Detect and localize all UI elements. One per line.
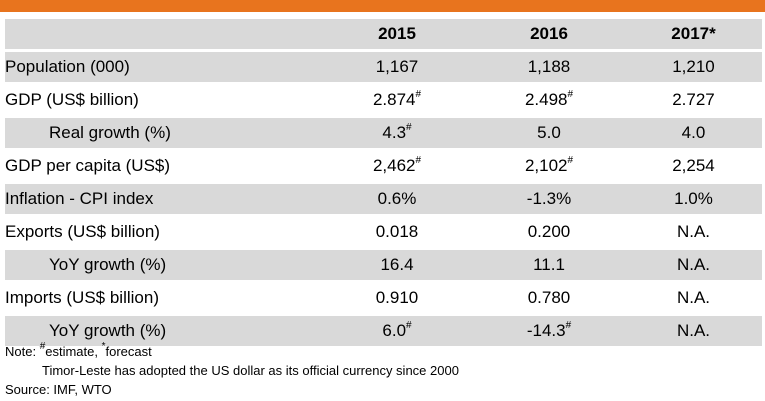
- cell-2016: 11.1: [473, 250, 625, 280]
- row-label: Population (000): [5, 52, 321, 82]
- cell-value: 0.018: [375, 222, 419, 241]
- cell-value: 0.200: [527, 222, 571, 241]
- row-label: GDP (US$ billion): [5, 90, 139, 109]
- cell-value: 2.727: [672, 90, 715, 109]
- cell-value: N.A.: [676, 255, 711, 274]
- cell-2016: 2.498#: [473, 85, 625, 115]
- cell-value: 1.0%: [674, 189, 713, 208]
- cell-footnote-mark: #: [415, 155, 422, 166]
- cell-value: 0.910: [375, 288, 419, 307]
- cell-value: 11.1: [533, 255, 565, 274]
- cell-value: 2,102: [524, 156, 568, 175]
- cell-2017: N.A.: [625, 283, 762, 313]
- cell-value: 2,254: [672, 156, 715, 175]
- table-row: GDP per capita (US$) 2,462# 2,102# 2,254: [5, 151, 762, 181]
- cell-value: 1,188: [527, 57, 571, 76]
- cell-2017: 2.727: [625, 85, 762, 115]
- cell-footnote-mark: #: [415, 89, 422, 100]
- cell-value: 2.874: [372, 90, 416, 109]
- forecast-mark: *: [101, 341, 106, 352]
- cell-value: -1.3%: [526, 189, 572, 208]
- cell-2017: N.A.: [625, 250, 762, 280]
- cell-value: 16.4: [380, 255, 414, 274]
- cell-2017: 1.0%: [625, 184, 762, 214]
- economic-indicators-table: 2015 2016 2017* Population (000) 1,167 1…: [5, 16, 762, 349]
- row-label: GDP per capita (US$): [5, 156, 171, 175]
- cell-2015: 2,462#: [321, 151, 473, 181]
- cell-value: -14.3: [526, 321, 566, 340]
- cell-2015: 16.4: [321, 250, 473, 280]
- cell-value: 0.780: [527, 288, 571, 307]
- row-label: Real growth (%): [5, 118, 321, 148]
- row-label: Inflation - CPI index: [5, 184, 321, 214]
- table-row: GDP (US$ billion) 2.874# 2.498# 2.727: [5, 85, 762, 115]
- cell-2016: 1,188: [473, 52, 625, 82]
- cell-2017: 2,254: [625, 151, 762, 181]
- cell-2017: N.A.: [625, 316, 762, 346]
- cell-value: 4.0: [681, 123, 706, 142]
- cell-footnote-mark: #: [565, 320, 572, 331]
- row-label: YoY growth (%): [5, 250, 321, 280]
- cell-value: 2.498: [524, 90, 568, 109]
- table-row: Imports (US$ billion) 0.910 0.780 N.A.: [5, 283, 762, 313]
- table-notes: Note: #estimate, *forecast Timor-Leste h…: [5, 342, 459, 399]
- table-row: YoY growth (%) 16.4 11.1 N.A.: [5, 250, 762, 280]
- source-line: Source: IMF, WTO: [5, 382, 112, 397]
- row-label: Imports (US$ billion): [5, 288, 159, 307]
- row-label: YoY growth (%): [5, 316, 321, 346]
- cell-value: N.A.: [676, 222, 711, 241]
- cell-2015: 1,167: [321, 52, 473, 82]
- cell-2016: 2,102#: [473, 151, 625, 181]
- estimate-text: estimate,: [45, 344, 102, 359]
- top-accent-bar: [0, 0, 765, 12]
- cell-footnote-mark: #: [406, 320, 412, 331]
- table-row: Exports (US$ billion) 0.018 0.200 N.A.: [5, 217, 762, 247]
- note-line-2: Timor-Leste has adopted the US dollar as…: [42, 363, 459, 378]
- cell-value: 1,167: [375, 57, 419, 76]
- header-year-2016: 2016: [473, 19, 625, 49]
- cell-value: N.A.: [676, 321, 711, 340]
- cell-2015: 2.874#: [321, 85, 473, 115]
- cell-footnote-mark: #: [567, 155, 574, 166]
- row-label: Exports (US$ billion): [5, 222, 160, 241]
- table-header-row: 2015 2016 2017*: [5, 19, 762, 49]
- header-label-cell: [5, 19, 321, 49]
- forecast-text: forecast: [105, 344, 152, 359]
- cell-value: N.A.: [676, 288, 711, 307]
- cell-2016: -14.3#: [473, 316, 625, 346]
- cell-value: 2,462: [372, 156, 416, 175]
- cell-value: 5.0: [537, 123, 561, 142]
- cell-value: 6.0: [382, 321, 407, 340]
- estimate-mark: #: [39, 341, 46, 352]
- cell-footnote-mark: #: [567, 89, 574, 100]
- cell-2016: 5.0: [473, 118, 625, 148]
- header-year-2017: 2017*: [625, 19, 762, 49]
- cell-2017: 1,210: [625, 52, 762, 82]
- table-row: Inflation - CPI index 0.6% -1.3% 1.0%: [5, 184, 762, 214]
- cell-2017: N.A.: [625, 217, 762, 247]
- cell-2016: 0.780: [473, 283, 625, 313]
- table-row: Real growth (%) 4.3# 5.0 4.0: [5, 118, 762, 148]
- header-year-2015: 2015: [321, 19, 473, 49]
- table-row: YoY growth (%) 6.0# -14.3# N.A.: [5, 316, 762, 346]
- note-line-1: Note: #estimate, *forecast: [5, 342, 459, 361]
- cell-footnote-mark: #: [406, 122, 412, 133]
- cell-2017: 4.0: [625, 118, 762, 148]
- cell-value: 4.3: [382, 123, 407, 142]
- cell-2016: -1.3%: [473, 184, 625, 214]
- cell-value: 1,210: [672, 57, 715, 76]
- cell-2015: 0.018: [321, 217, 473, 247]
- cell-value: 0.6%: [377, 189, 417, 208]
- note-prefix: Note:: [5, 344, 40, 359]
- cell-2015: 6.0#: [321, 316, 473, 346]
- table-row: Population (000) 1,167 1,188 1,210: [5, 52, 762, 82]
- cell-2015: 0.6%: [321, 184, 473, 214]
- cell-2016: 0.200: [473, 217, 625, 247]
- cell-2015: 0.910: [321, 283, 473, 313]
- cell-2015: 4.3#: [321, 118, 473, 148]
